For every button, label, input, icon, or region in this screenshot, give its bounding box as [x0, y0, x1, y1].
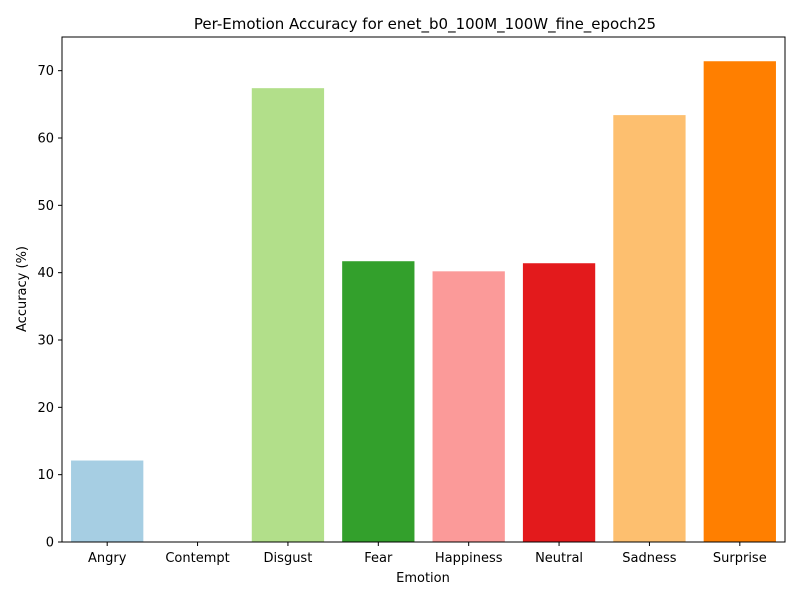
x-tick-label: Fear [364, 551, 393, 566]
y-tick-label: 50 [37, 199, 54, 214]
y-tick-label: 20 [37, 401, 54, 416]
y-tick-label: 0 [46, 536, 54, 551]
y-tick-label: 70 [37, 64, 54, 79]
x-tick-label: Disgust [264, 551, 313, 566]
chart-title: Per-Emotion Accuracy for enet_b0_100M_10… [194, 15, 656, 34]
bar-disgust [251, 88, 325, 543]
x-tick-label: Sadness [622, 551, 676, 566]
bar-angry [71, 460, 144, 542]
y-axis-label: Accuracy (%) [15, 246, 30, 332]
x-tick-label: Angry [88, 551, 127, 566]
bar-sadness [613, 115, 686, 543]
y-tick-label: 10 [37, 468, 54, 483]
x-tick-label: Surprise [713, 551, 767, 566]
y-tick-label: 30 [37, 334, 54, 349]
bars-layer [71, 61, 776, 543]
x-tick-label: Happiness [435, 551, 503, 566]
bar-surprise [703, 61, 776, 543]
bar-neutral [522, 263, 596, 542]
x-axis-label: Emotion [396, 571, 450, 586]
ticks-layer: Angry Contempt Disgust Fear Happiness Neutral… [37, 64, 766, 566]
bar-fear [342, 261, 415, 542]
x-tick-label: Contempt [165, 551, 229, 566]
bar-happiness [432, 271, 505, 542]
y-tick-label: 40 [37, 266, 54, 281]
x-tick-label: Neutral [535, 551, 583, 566]
y-tick-label: 60 [37, 132, 54, 147]
plot-frame [61, 36, 786, 543]
